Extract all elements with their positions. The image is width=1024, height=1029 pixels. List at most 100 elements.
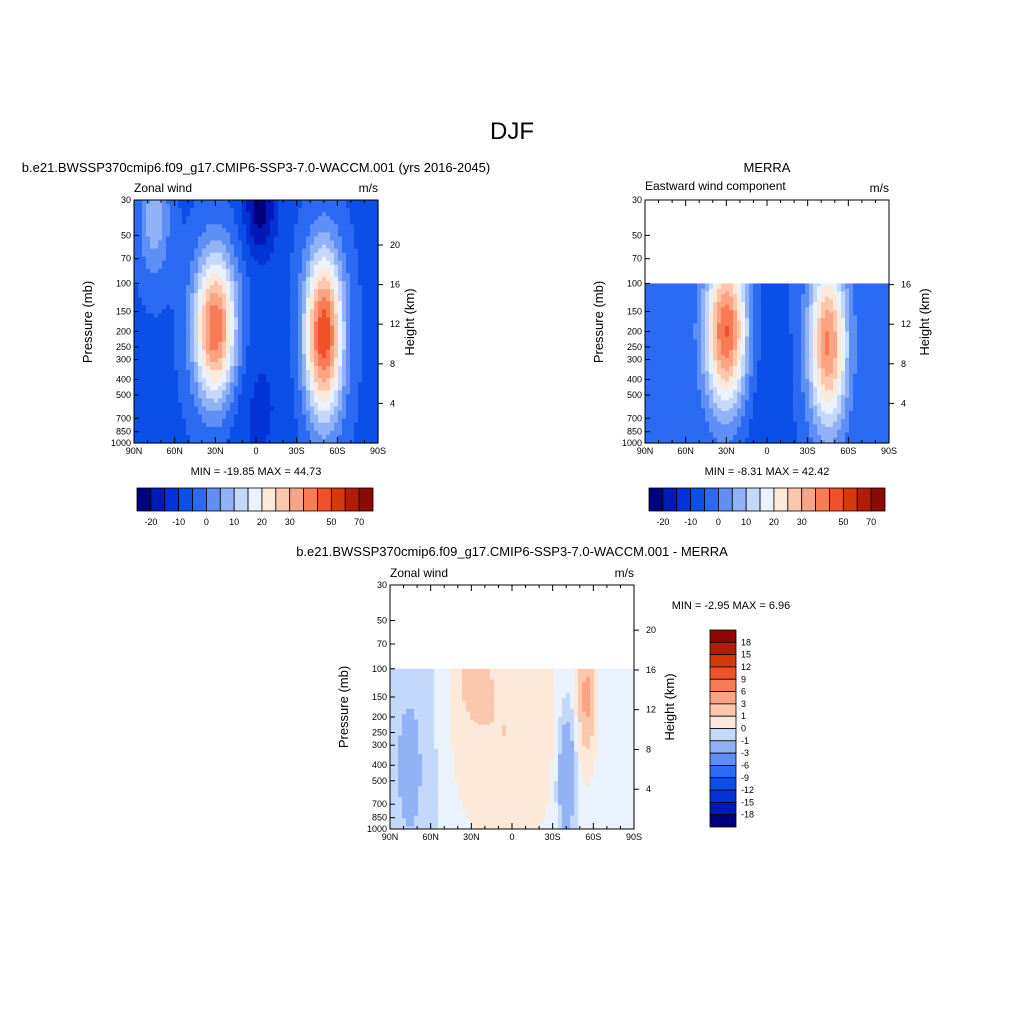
field-cell bbox=[326, 265, 331, 270]
field-cell bbox=[210, 415, 215, 420]
field-cell bbox=[162, 407, 167, 412]
field-cell bbox=[178, 366, 183, 371]
field-cell bbox=[162, 390, 167, 395]
field-cell bbox=[182, 297, 187, 302]
field-cell bbox=[330, 241, 335, 246]
field-cell bbox=[166, 317, 171, 322]
field-cell bbox=[194, 362, 199, 367]
field-cell bbox=[202, 253, 207, 258]
field-cell bbox=[190, 346, 195, 351]
field-cell bbox=[146, 269, 151, 274]
field-cell bbox=[290, 212, 295, 217]
field-cell bbox=[354, 431, 359, 436]
field-cell bbox=[234, 427, 239, 432]
field-cell bbox=[334, 265, 339, 270]
field-cell bbox=[150, 277, 155, 282]
field-cell bbox=[254, 415, 259, 420]
field-cell bbox=[274, 350, 279, 355]
field-cell bbox=[330, 382, 335, 387]
field-cell bbox=[138, 200, 143, 205]
field-cell bbox=[234, 249, 239, 254]
field-cell bbox=[322, 208, 327, 213]
field-cell bbox=[230, 419, 235, 424]
field-cell bbox=[270, 257, 275, 262]
field-cell bbox=[158, 261, 163, 266]
field-cell bbox=[306, 370, 311, 375]
field-cell bbox=[242, 293, 247, 298]
field-cell bbox=[134, 228, 139, 233]
field-cell bbox=[350, 423, 355, 428]
field-cell bbox=[134, 427, 139, 432]
field-cell bbox=[294, 382, 299, 387]
field-cell bbox=[350, 326, 355, 331]
field-cell bbox=[278, 386, 283, 391]
field-cell bbox=[234, 305, 239, 310]
field-cell bbox=[270, 346, 275, 351]
field-cell bbox=[202, 257, 207, 262]
field-cell bbox=[178, 289, 183, 294]
field-cell bbox=[250, 435, 255, 440]
field-cell bbox=[322, 285, 327, 290]
field-cell bbox=[354, 394, 359, 399]
field-cell bbox=[198, 305, 203, 310]
field-cell bbox=[190, 253, 195, 258]
field-cell bbox=[146, 370, 151, 375]
field-cell bbox=[350, 354, 355, 359]
field-cell bbox=[246, 366, 251, 371]
field-cell bbox=[226, 350, 231, 355]
field-cell bbox=[262, 378, 267, 383]
field-cell bbox=[258, 285, 263, 290]
field-cell bbox=[182, 317, 187, 322]
field-cell bbox=[258, 200, 263, 205]
field-cell bbox=[226, 362, 231, 367]
field-cell bbox=[238, 322, 243, 327]
field-cell bbox=[310, 411, 315, 416]
field-cell bbox=[234, 362, 239, 367]
field-cell bbox=[350, 330, 355, 335]
field-cell bbox=[166, 431, 171, 436]
field-cell bbox=[210, 407, 215, 412]
field-cell bbox=[246, 431, 251, 436]
field-cell bbox=[370, 411, 375, 416]
field-cell bbox=[294, 253, 299, 258]
field-cell bbox=[322, 354, 327, 359]
field-cell bbox=[322, 334, 327, 339]
field-cell bbox=[290, 200, 295, 205]
field-cell bbox=[242, 435, 247, 440]
field-cell bbox=[162, 374, 167, 379]
field-cell bbox=[354, 277, 359, 282]
field-cell bbox=[246, 241, 251, 246]
field-cell bbox=[222, 427, 227, 432]
field-cell bbox=[342, 265, 347, 270]
field-cell bbox=[190, 326, 195, 331]
field-cell bbox=[270, 277, 275, 282]
field-cell bbox=[330, 212, 335, 217]
field-cell bbox=[182, 245, 187, 250]
field-cell bbox=[354, 305, 359, 310]
field-cell bbox=[234, 403, 239, 408]
field-cell bbox=[310, 322, 315, 327]
field-cell bbox=[338, 431, 343, 436]
field-cell bbox=[166, 212, 171, 217]
field-cell bbox=[150, 212, 155, 217]
field-cell bbox=[242, 301, 247, 306]
field-cell bbox=[290, 346, 295, 351]
field-cell bbox=[366, 301, 371, 306]
field-cell bbox=[230, 265, 235, 270]
field-cell bbox=[162, 334, 167, 339]
field-cell bbox=[238, 338, 243, 343]
field-cell bbox=[178, 208, 183, 213]
field-cell bbox=[238, 354, 243, 359]
field-cell bbox=[158, 301, 163, 306]
field-cell bbox=[154, 411, 159, 416]
field-cell bbox=[290, 334, 295, 339]
field-cell bbox=[370, 419, 375, 424]
field-cell bbox=[274, 386, 279, 391]
field-cell bbox=[206, 253, 211, 258]
field-cell bbox=[294, 366, 299, 371]
field-cell bbox=[314, 390, 319, 395]
field-cell bbox=[194, 232, 199, 237]
field-cell bbox=[306, 407, 311, 412]
field-cell bbox=[218, 257, 223, 262]
field-cell bbox=[262, 228, 267, 233]
